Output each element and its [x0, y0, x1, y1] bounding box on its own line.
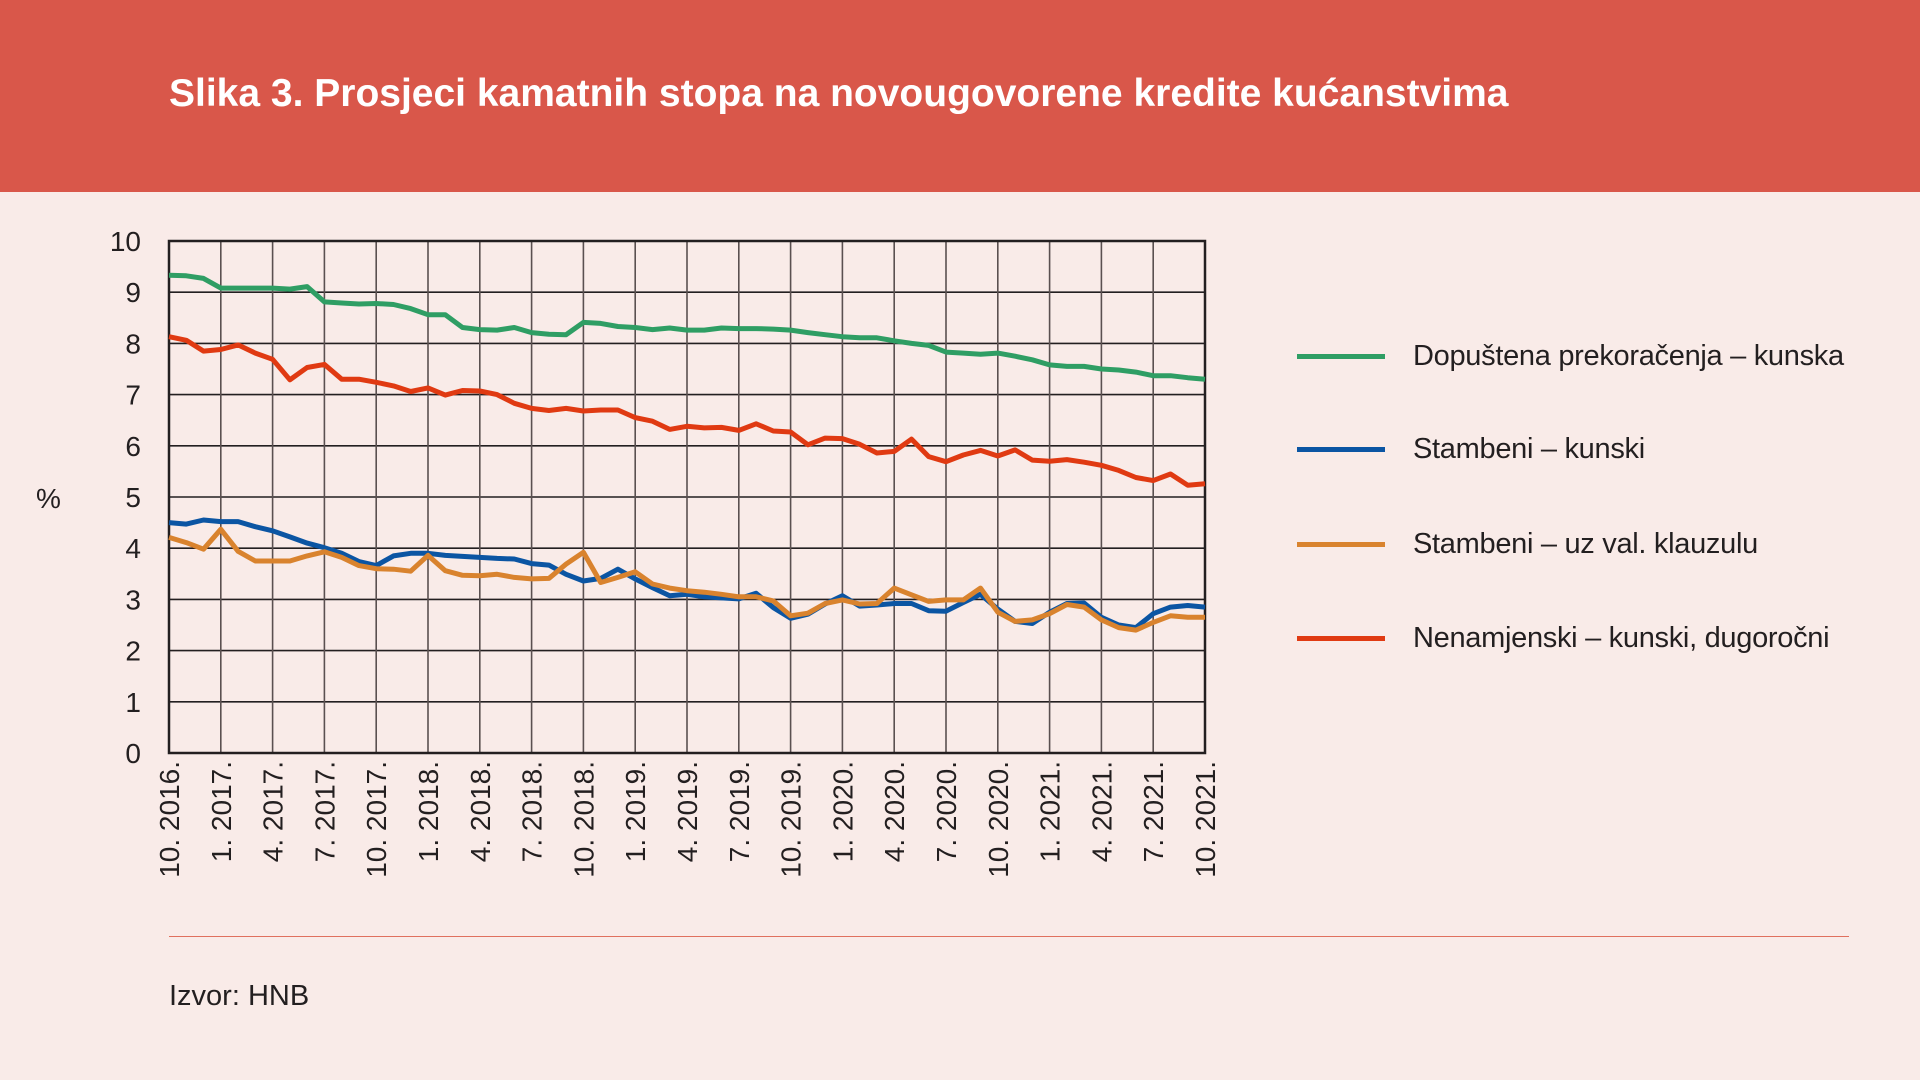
legend-swatch [1297, 541, 1385, 547]
x-tick-label: 4. 2019. [672, 761, 703, 862]
y-tick-label: 3 [125, 584, 141, 615]
legend-label: Stambeni – kunski [1413, 432, 1645, 465]
y-tick-label: 10 [110, 226, 141, 257]
x-tick-label: 1. 2017. [206, 761, 237, 862]
legend-swatch [1297, 353, 1385, 359]
x-tick-label: 10. 2020. [983, 761, 1014, 878]
legend-swatch [1297, 446, 1385, 452]
divider [169, 936, 1849, 937]
legend-item: Stambeni – uz val. klauzulu [1297, 524, 1857, 564]
legend-label: Stambeni – uz val. klauzulu [1413, 527, 1758, 560]
x-tick-label: 7. 2021. [1138, 761, 1169, 862]
legend-label: Nenamjenski – kunski, dugoročni [1413, 621, 1830, 654]
legend-item: Dopuštena prekoračenja – kunska [1297, 336, 1857, 376]
source-note: Izvor: HNB [169, 980, 310, 1012]
x-tick-label: 4. 2020. [879, 761, 910, 862]
y-tick-label: 5 [125, 482, 141, 513]
y-tick-label: 7 [125, 380, 141, 411]
series-line-1 [168, 517, 1206, 631]
x-tick-label: 10. 2017. [361, 761, 392, 878]
series-line-2 [168, 526, 1205, 633]
chart-title: Slika 3. Prosjeci kamatnih stopa na novo… [169, 72, 1509, 115]
x-tick-label: 7. 2018. [517, 761, 548, 862]
y-tick-label: 2 [125, 636, 141, 667]
legend-label: Dopuštena prekoračenja – kunska [1413, 339, 1844, 372]
x-tick-label: 4. 2021. [1086, 761, 1117, 862]
legend-swatch [1297, 635, 1385, 641]
y-tick-label: 1 [125, 687, 141, 718]
x-tick-label: 10. 2016. [154, 761, 185, 878]
x-tick-label: 10. 2018. [568, 761, 599, 878]
y-tick-label: 6 [125, 431, 141, 462]
y-tick-label: 9 [125, 277, 141, 308]
series-line-3 [168, 334, 1206, 488]
x-tick-label: 10. 2019. [776, 761, 807, 878]
y-tick-label: 8 [125, 328, 141, 359]
legend-item: Stambeni – kunski [1297, 429, 1857, 469]
x-tick-label: 1. 2021. [1035, 761, 1066, 862]
header-banner: Slika 3. Prosjeci kamatnih stopa na novo… [0, 0, 1920, 192]
x-tick-label: 1. 2018. [413, 761, 444, 862]
x-tick-label: 4. 2017. [258, 761, 289, 862]
y-tick-label: 0 [125, 738, 141, 769]
x-tick-label: 7. 2017. [309, 761, 340, 862]
x-tick-label: 1. 2020. [827, 761, 858, 862]
x-tick-label: 7. 2019. [724, 761, 755, 862]
series-line-0 [168, 272, 1206, 382]
y-axis-label: % [36, 483, 61, 514]
plot-frame [167, 239, 1207, 755]
y-tick-label: 4 [125, 533, 141, 564]
x-tick-label: 7. 2020. [931, 761, 962, 862]
x-tick-label: 10. 2021. [1190, 761, 1221, 878]
x-tick-label: 1. 2019. [620, 761, 651, 862]
x-tick-label: 4. 2018. [465, 761, 496, 862]
legend-item: Nenamjenski – kunski, dugoročni [1297, 618, 1857, 658]
